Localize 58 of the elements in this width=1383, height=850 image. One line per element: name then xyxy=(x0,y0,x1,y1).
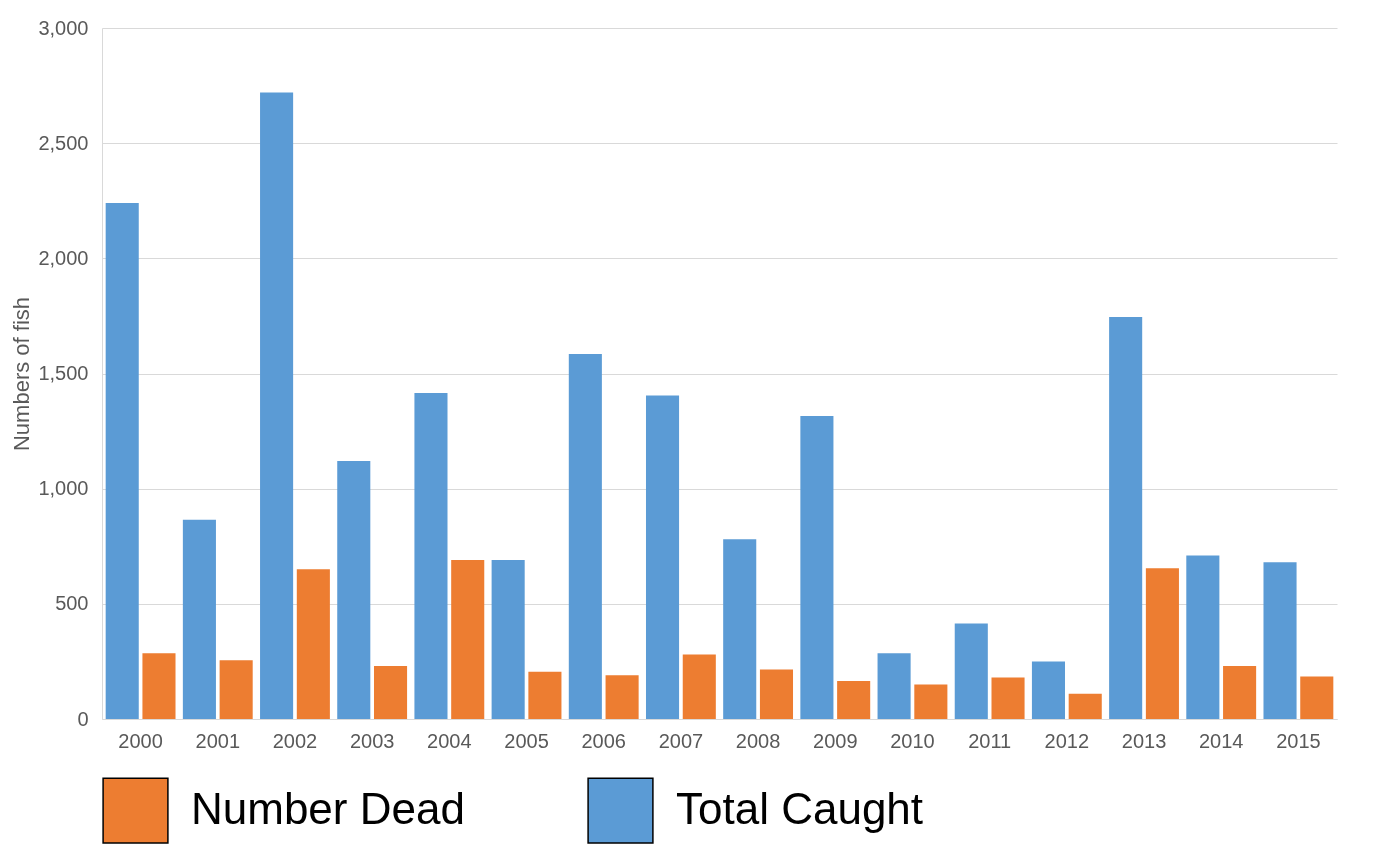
x-tick-label: 2008 xyxy=(735,729,781,752)
bar xyxy=(1145,568,1179,719)
y-tick-label: 2,500 xyxy=(38,131,89,154)
y-tick-label: 1,500 xyxy=(38,362,89,384)
y-tick-label: 3,000 xyxy=(38,16,89,39)
bar xyxy=(914,684,948,719)
bar xyxy=(260,92,294,719)
y-tick-label: 1,000 xyxy=(38,477,89,500)
x-tick-label: 2009 xyxy=(813,729,858,752)
x-tick-label: 2006 xyxy=(581,729,626,752)
bar xyxy=(1068,693,1102,719)
bar xyxy=(491,560,525,719)
bar xyxy=(182,519,216,719)
x-tick-label: 2005 xyxy=(504,729,549,752)
bar xyxy=(1109,317,1143,719)
bar xyxy=(1186,555,1220,719)
bar xyxy=(800,416,834,719)
y-axis-title: Numbers of fish xyxy=(9,296,35,452)
bar xyxy=(105,203,139,719)
bar xyxy=(1223,666,1257,719)
x-tick-label: 2004 xyxy=(427,729,472,752)
bar xyxy=(1300,676,1334,719)
bar xyxy=(296,569,330,719)
y-tick-label: 2,000 xyxy=(38,246,89,269)
bar xyxy=(414,393,448,719)
bar xyxy=(219,660,253,719)
x-tick-label: 2015 xyxy=(1276,729,1321,752)
bar xyxy=(142,653,176,719)
bar xyxy=(373,666,408,719)
x-tick-label: 2013 xyxy=(1121,729,1167,752)
bar xyxy=(682,654,716,719)
x-tick-label: 2012 xyxy=(1044,729,1090,752)
x-tick-label: 2014 xyxy=(1198,729,1244,752)
x-tick-label: 2011 xyxy=(968,729,1012,752)
bar xyxy=(645,395,680,719)
bar xyxy=(1263,562,1297,719)
bar xyxy=(568,353,602,719)
x-tick-label: 2000 xyxy=(118,729,163,752)
bar xyxy=(723,539,757,719)
bar xyxy=(528,671,562,719)
x-tick-label: 2002 xyxy=(272,729,318,752)
x-tick-label: 2001 xyxy=(195,729,241,752)
bar xyxy=(991,677,1025,719)
bar xyxy=(451,560,485,719)
x-tick-label: 2003 xyxy=(349,729,395,752)
legend-label: Total Caught xyxy=(676,783,924,833)
bar xyxy=(954,623,988,719)
y-tick-label: 0 xyxy=(77,707,89,730)
bar xyxy=(1031,661,1066,719)
bar xyxy=(337,461,371,719)
legend-label: Number Dead xyxy=(191,783,465,833)
x-tick-label: 2007 xyxy=(658,729,704,752)
bar xyxy=(877,653,911,719)
bar xyxy=(759,669,794,719)
bar xyxy=(605,675,639,719)
x-tick-label: 2010 xyxy=(890,729,935,752)
bar xyxy=(837,681,871,719)
y-tick-label: 500 xyxy=(55,592,89,615)
